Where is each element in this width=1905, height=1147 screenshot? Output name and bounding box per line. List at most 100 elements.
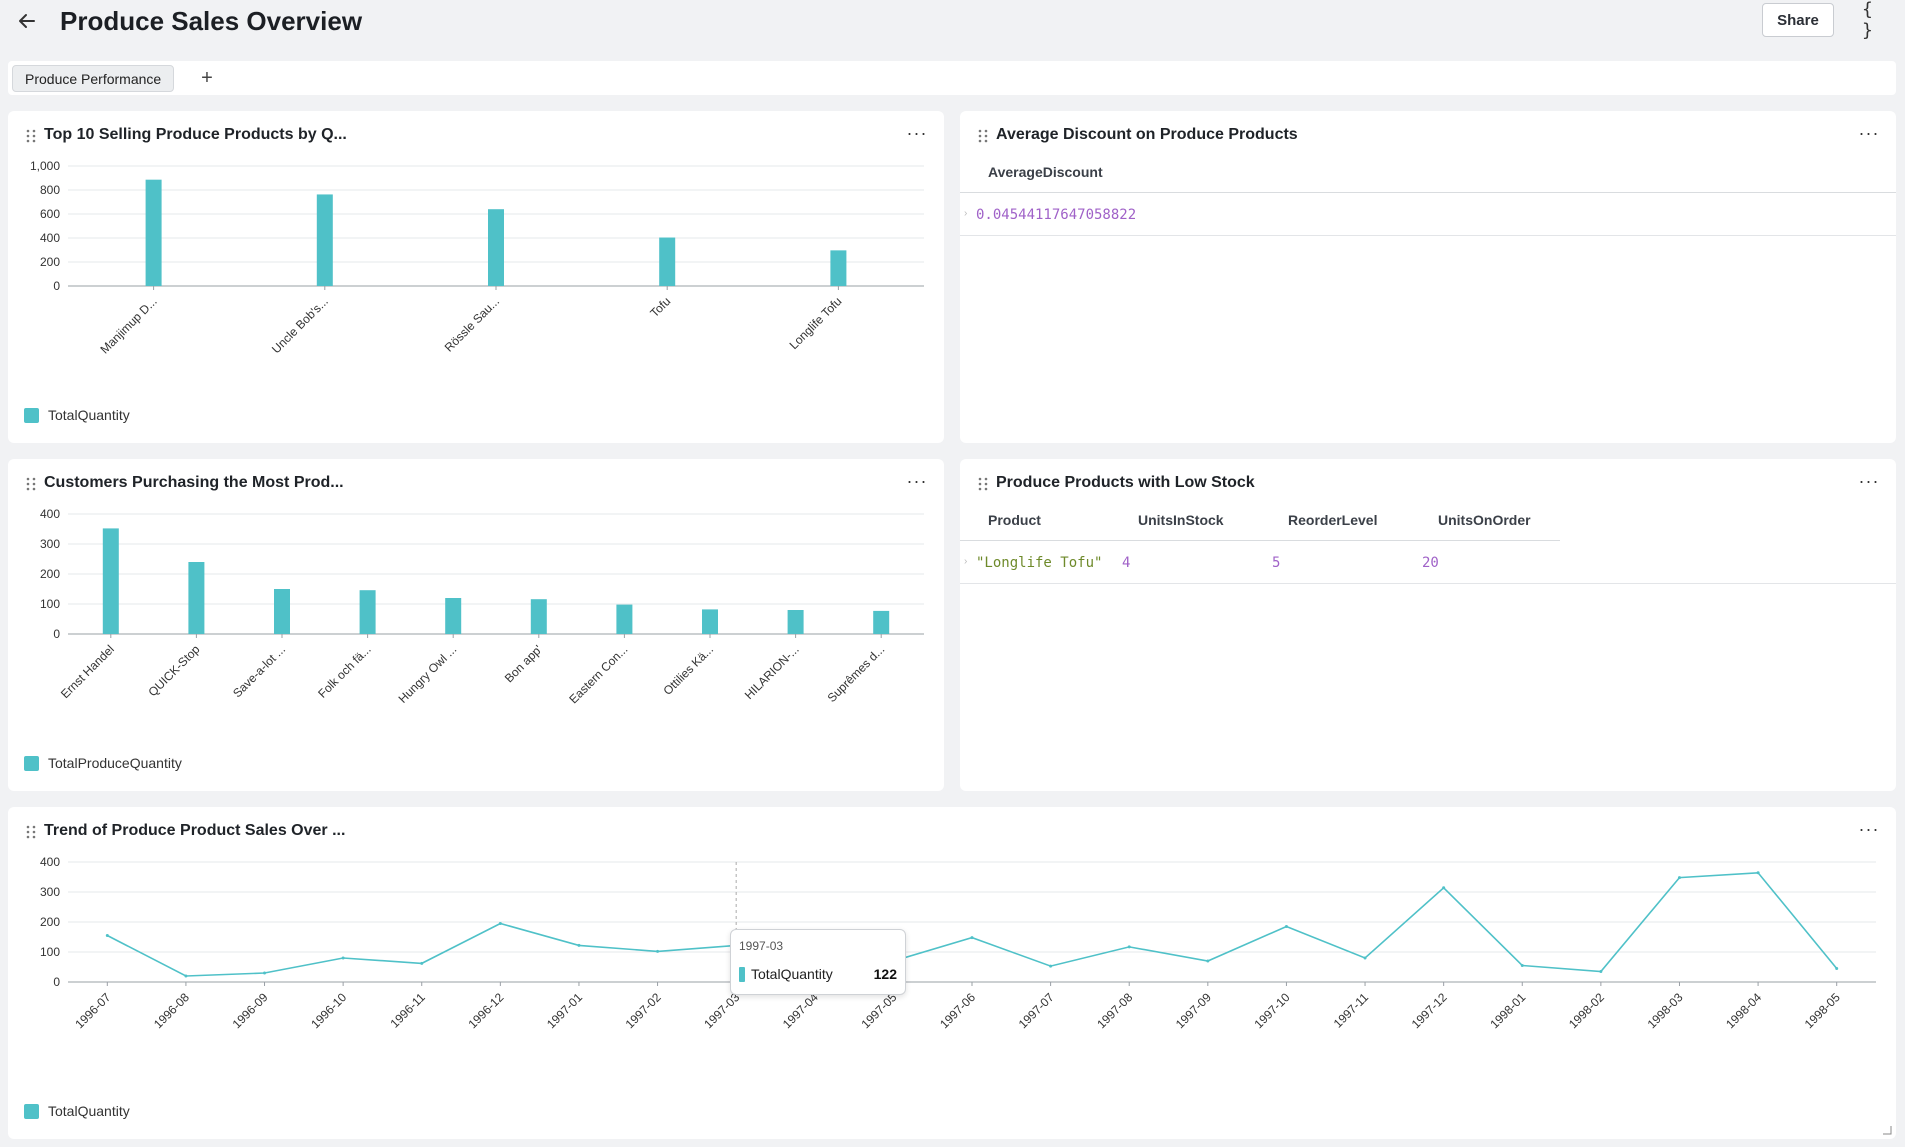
bar [316, 194, 333, 286]
data-point [1206, 959, 1210, 963]
data-point [1677, 876, 1681, 880]
customers-chart: 0 100 200 300 400 Ernst Handel QUICK-Stop Save-… [40, 507, 924, 706]
data-point [577, 943, 581, 947]
y-tick-label: 300 [40, 885, 60, 899]
ellipsis-icon: ··· [1858, 122, 1880, 143]
drag-handle-icon[interactable] [24, 824, 38, 840]
bar [145, 179, 162, 286]
data-point [1756, 871, 1760, 875]
top-bar: Produce Sales Overview Share { } [0, 0, 1905, 46]
tooltip-swatch [739, 967, 745, 982]
x-tick-label: Ernst Handel [58, 642, 117, 701]
data-point [1284, 925, 1288, 928]
x-tick-label: 1997-12 [1409, 990, 1450, 1031]
x-tick-label: 1998-02 [1566, 990, 1607, 1031]
x-tick-label: QUICK-Stop [145, 642, 202, 699]
chart-legend[interactable]: TotalQuantity [24, 1103, 130, 1119]
chart-tooltip: 1997-03 TotalQuantity 122 [730, 929, 906, 995]
data-point [656, 949, 660, 953]
chart-legend[interactable]: TotalProduceQuantity [24, 755, 182, 771]
data-point [184, 974, 188, 978]
bar [616, 604, 633, 634]
row-marker: › [964, 208, 968, 219]
bar [659, 237, 676, 286]
share-button[interactable]: Share [1762, 3, 1834, 37]
x-tick-label: HILARION-... [742, 642, 802, 702]
more-options-button[interactable]: ··· [904, 469, 930, 493]
x-tick-label: Tofu [647, 294, 673, 320]
bar [359, 590, 376, 634]
drag-handle-icon[interactable] [24, 128, 38, 144]
tab-produce-performance[interactable]: Produce Performance [12, 65, 175, 92]
x-tick-label: Eastern Con... [566, 642, 630, 706]
tooltip-label: TotalQuantity [751, 966, 833, 982]
data-point [1520, 964, 1524, 967]
x-tick-label: Longlife Tofu [787, 294, 845, 352]
panel-title: Average Discount on Produce Products [996, 126, 1298, 143]
series-line [106, 871, 1838, 977]
tooltip-value: 122 [873, 966, 897, 982]
x-tick-label: 1997-07 [1016, 990, 1057, 1031]
y-tick-label: 0 [53, 279, 60, 293]
x-tick-label: 1997-03 [701, 990, 742, 1031]
x-tick-label: 1997-06 [937, 990, 978, 1031]
legend-label: TotalQuantity [48, 407, 130, 423]
y-tick-label: 400 [40, 855, 60, 869]
x-tick-label: 1996-08 [151, 990, 192, 1031]
column-header[interactable]: ReorderLevel [1288, 511, 1378, 528]
bar [830, 250, 847, 286]
y-tick-label: 100 [40, 597, 60, 611]
x-tick-label: 1997-10 [1252, 990, 1293, 1031]
resize-handle-icon[interactable] [1882, 1125, 1892, 1135]
bar [274, 589, 290, 634]
back-button[interactable] [12, 6, 42, 36]
bar [102, 528, 119, 634]
x-tick-label: 1997-01 [544, 990, 585, 1031]
data-point [1049, 964, 1053, 968]
y-tick-label: 0 [53, 627, 60, 641]
data-point [1442, 886, 1446, 890]
column-header[interactable]: Product [988, 511, 1041, 528]
chart-legend[interactable]: TotalQuantity [24, 407, 130, 423]
y-tick-label: 300 [40, 537, 60, 551]
data-point [341, 956, 345, 960]
x-tick-label: 1997-11 [1331, 990, 1372, 1031]
x-tick-label: 1996-10 [308, 990, 349, 1031]
drag-handle-icon[interactable] [24, 476, 38, 492]
table-header: Product UnitsInStock ReorderLevel UnitsO… [960, 499, 1560, 541]
add-tab-button[interactable]: + [201, 66, 213, 89]
bar [702, 609, 718, 634]
panel-title: Produce Products with Low Stock [996, 474, 1255, 491]
more-options-button[interactable]: ··· [904, 121, 930, 145]
json-view-button[interactable]: { } [1862, 0, 1873, 41]
table-header: AverageDiscount [960, 151, 1896, 193]
drag-handle-icon[interactable] [976, 128, 990, 144]
more-options-button[interactable]: ··· [1856, 817, 1882, 841]
x-tick-label: 1997-02 [623, 990, 664, 1031]
column-header[interactable]: UnitsInStock [1138, 511, 1224, 528]
x-tick-label: 1997-09 [1173, 990, 1214, 1031]
column-header[interactable]: UnitsOnOrder [1438, 511, 1531, 528]
y-tick-label: 400 [40, 507, 60, 521]
table-cell: 4 [1122, 554, 1131, 571]
x-tick-label: 1996-09 [230, 990, 271, 1031]
panel-title: Top 10 Selling Produce Products by Q... [44, 126, 347, 143]
column-header[interactable]: AverageDiscount [988, 163, 1103, 180]
bar [787, 610, 804, 634]
table-cell: 5 [1272, 554, 1281, 571]
more-options-button[interactable]: ··· [1856, 469, 1882, 493]
table-row[interactable]: › "Longlife Tofu" 4 5 20 [960, 542, 1896, 584]
drag-handle-icon[interactable] [976, 476, 990, 492]
more-options-button[interactable]: ··· [1856, 121, 1882, 145]
x-tick-label: Suprêmes d... [825, 642, 888, 705]
legend-label: TotalQuantity [48, 1103, 130, 1119]
x-tick-label: 1998-03 [1645, 990, 1686, 1031]
bar [488, 209, 504, 286]
data-point [970, 936, 974, 940]
panel-top-products: Top 10 Selling Produce Products by Q... … [8, 111, 944, 443]
x-tick-label: Rössle Sau... [442, 294, 502, 354]
table-row[interactable]: › 0.04544117647058822 [960, 194, 1896, 236]
x-tick-label: Bon app' [502, 642, 545, 685]
x-tick-label: Uncle Bob's... [269, 294, 331, 356]
bar [445, 598, 462, 634]
